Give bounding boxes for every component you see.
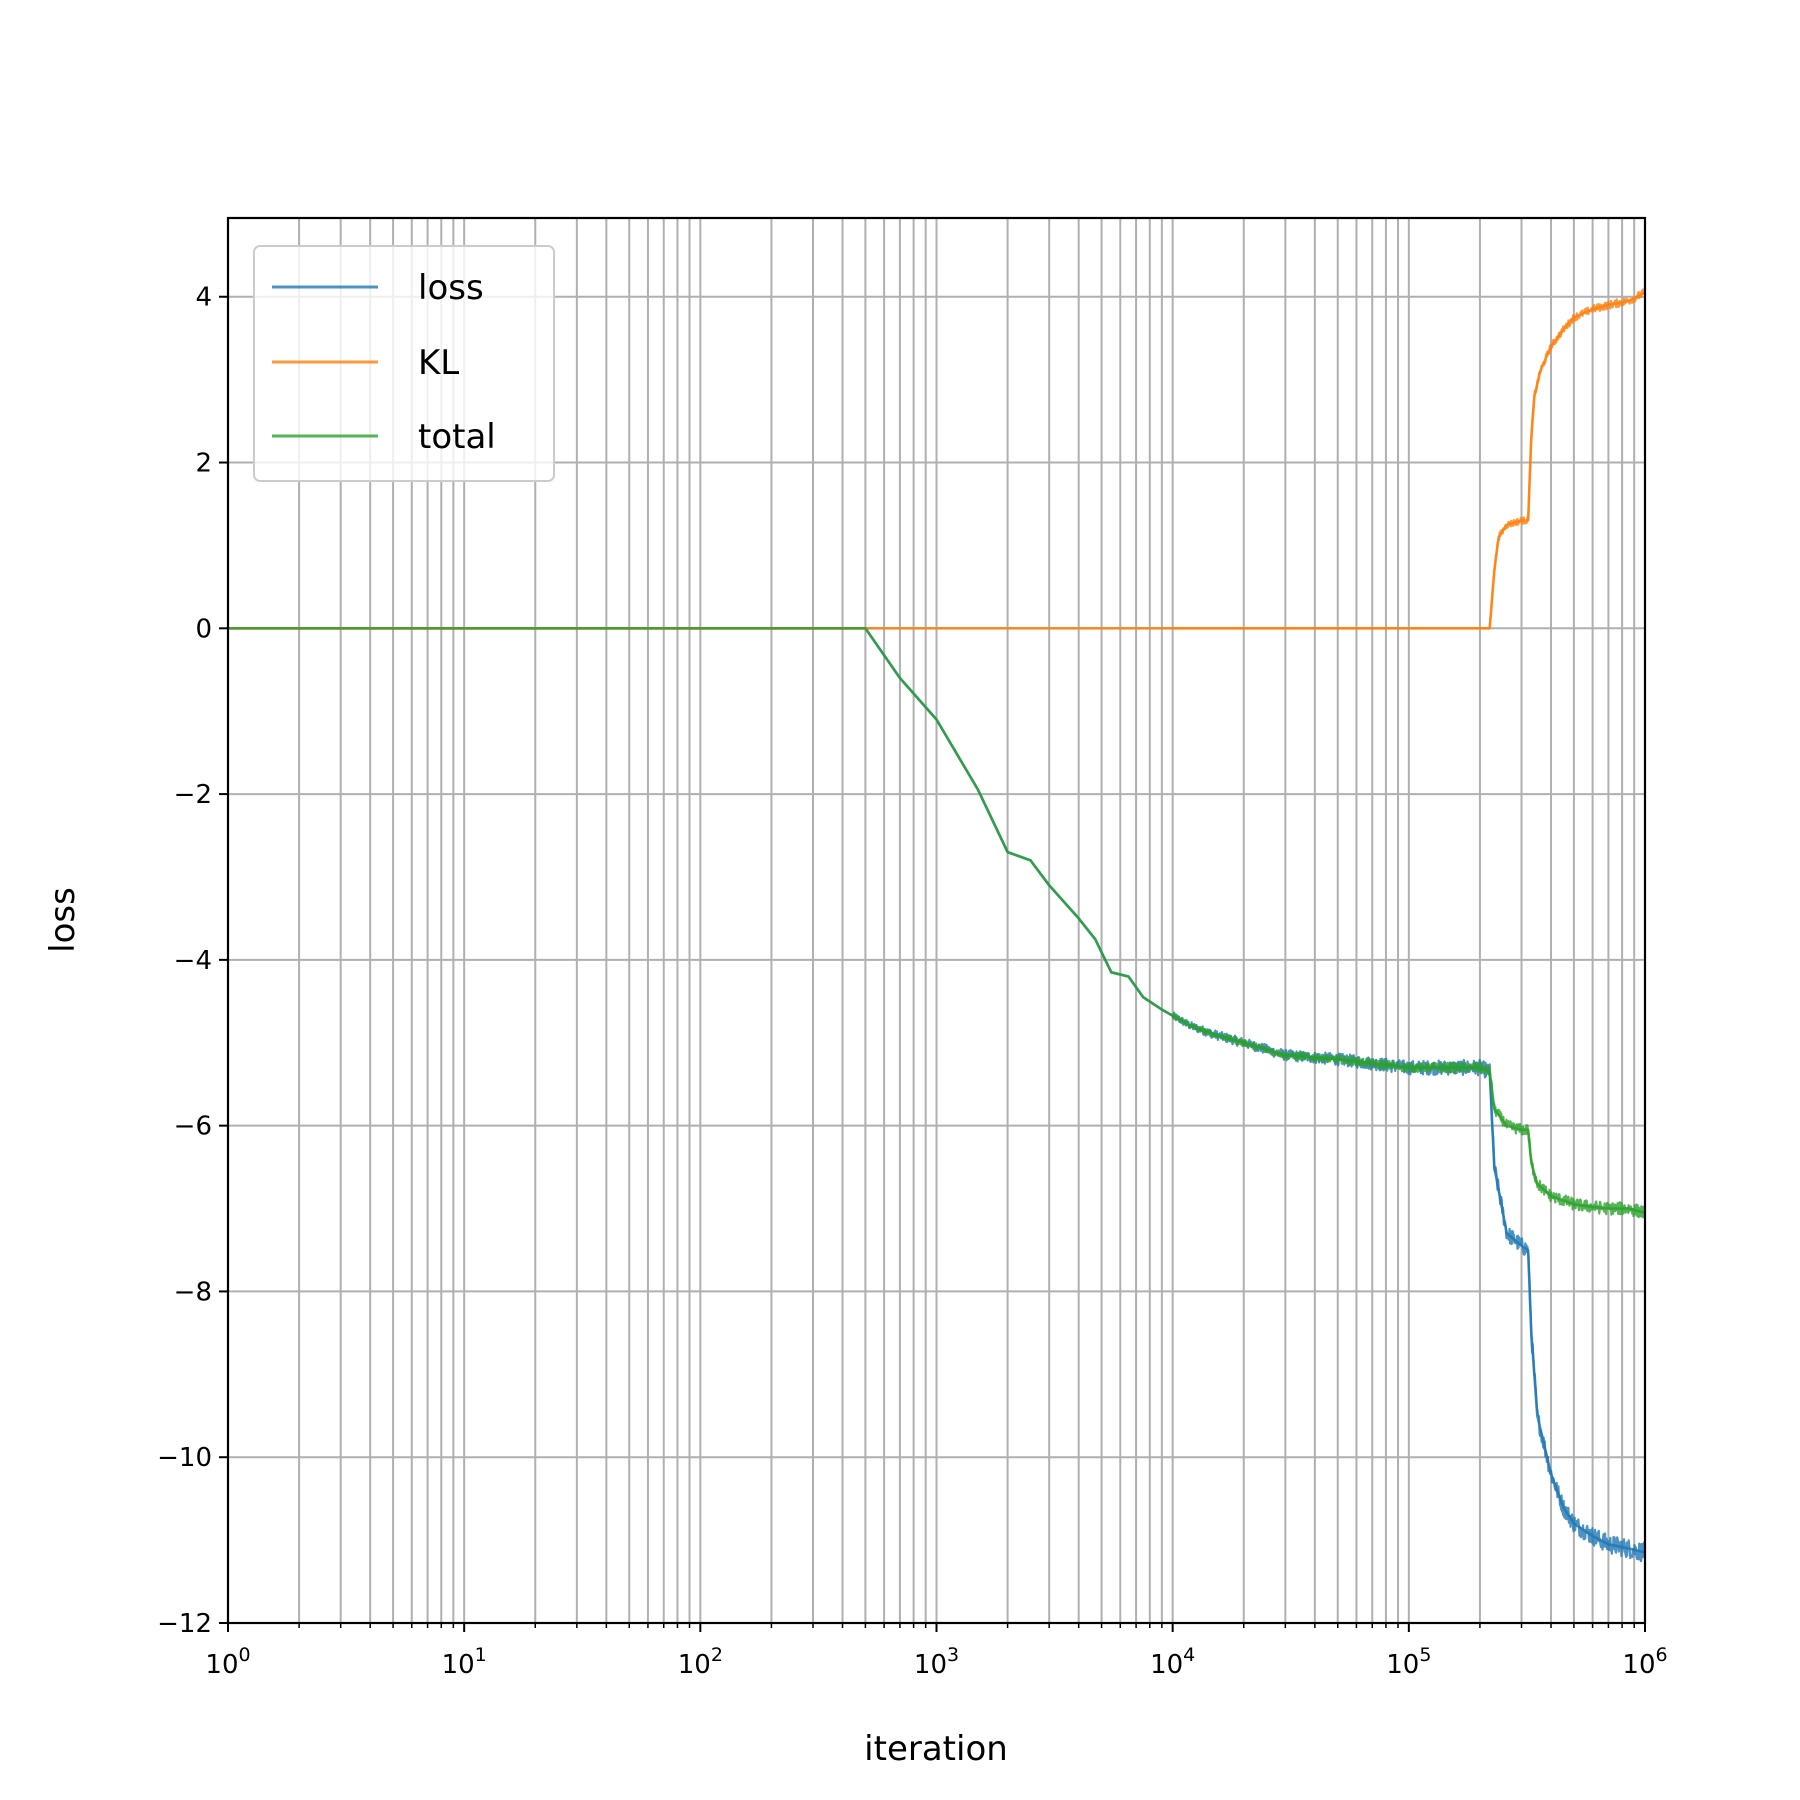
y-tick-label: −10 xyxy=(157,1443,212,1473)
y-tick-label: 2 xyxy=(195,449,212,479)
legend-box xyxy=(253,245,555,482)
y-tick-label: −12 xyxy=(157,1609,212,1639)
y-tick-label: −8 xyxy=(174,1277,212,1307)
x-tick-labels: 100 101 102 103 104 105 106 xyxy=(205,1644,1667,1680)
ticks xyxy=(219,295,1646,1632)
y-tick-label: 4 xyxy=(195,283,212,313)
legend-label-loss: loss xyxy=(418,268,484,308)
x-axis-label: iteration xyxy=(864,1729,1008,1769)
x-tick-label: 100 xyxy=(205,1644,250,1680)
series-noise-total xyxy=(1171,1012,1646,1219)
plot-area xyxy=(228,288,1647,1563)
y-tick-labels: 4 2 0 −2 −4 −6 −8 −10 −12 xyxy=(157,283,212,1639)
x-tick-label: 103 xyxy=(914,1644,959,1680)
y-tick-label: −6 xyxy=(174,1112,212,1142)
x-tick-label: 104 xyxy=(1150,1644,1195,1680)
x-tick-label: 105 xyxy=(1386,1644,1431,1680)
legend-label-kl: KL xyxy=(418,343,459,383)
x-tick-label: 102 xyxy=(678,1644,723,1680)
y-tick-label: −4 xyxy=(174,946,212,976)
series-noise-kl xyxy=(1172,288,1647,630)
y-tick-label: −2 xyxy=(174,780,212,810)
y-tick-label: 0 xyxy=(195,614,212,644)
y-axis-label: loss xyxy=(43,887,83,953)
series-noise-loss xyxy=(1171,1011,1647,1563)
x-tick-label: 101 xyxy=(442,1644,487,1680)
legend: loss KL total xyxy=(253,245,555,482)
x-tick-label: 106 xyxy=(1622,1644,1667,1680)
legend-label-total: total xyxy=(418,417,496,457)
